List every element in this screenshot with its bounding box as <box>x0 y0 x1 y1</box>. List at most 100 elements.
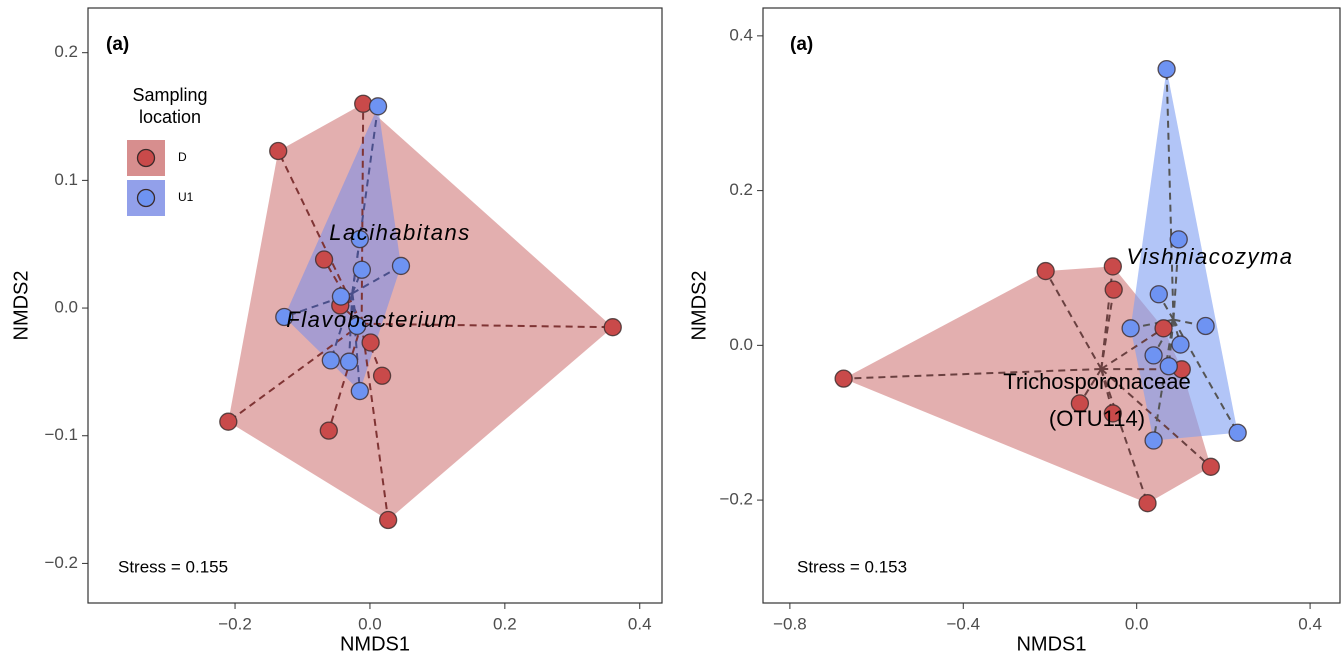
point <box>1144 346 1163 365</box>
point <box>269 141 288 161</box>
point <box>352 260 371 279</box>
y-axis-title: NMDS2 <box>10 270 32 340</box>
point <box>1121 319 1140 338</box>
y-tick-label: 0.4 <box>729 25 753 44</box>
spider-line <box>277 150 363 325</box>
annotation: Flavobacterium <box>286 307 457 332</box>
x-tick-label: 0.4 <box>1298 614 1322 633</box>
hull <box>284 106 401 392</box>
y-tick-label: −0.2 <box>44 553 78 572</box>
point <box>1154 319 1173 338</box>
point <box>1070 394 1090 413</box>
legend-label: D <box>178 150 187 164</box>
panel-title: (a) <box>106 34 129 55</box>
point <box>361 333 380 352</box>
point <box>354 94 373 113</box>
annotation: Lacihabitans <box>329 220 471 245</box>
point <box>1228 423 1247 442</box>
point <box>1149 285 1168 304</box>
annotation: (OTU114) <box>1049 406 1145 431</box>
legend-point <box>136 148 156 168</box>
point <box>1104 280 1123 299</box>
x-tick-label: −0.2 <box>218 614 252 633</box>
legend-title: Sampling <box>132 85 207 105</box>
spider-line <box>1172 319 1182 345</box>
stress-label: Stress = 0.155 <box>118 557 228 576</box>
spider-line <box>1165 69 1175 320</box>
x-tick-label: 0.0 <box>1125 614 1149 633</box>
point <box>1138 494 1157 513</box>
point <box>1171 335 1190 354</box>
y-tick-label: 0.2 <box>729 180 753 199</box>
stress-label: Stress = 0.153 <box>797 557 907 576</box>
y-tick-label: 0.0 <box>729 335 753 354</box>
legend-point <box>136 188 156 208</box>
annotation: Trichosporonaceae <box>1003 369 1191 394</box>
point <box>391 256 411 276</box>
point <box>219 412 238 431</box>
point <box>321 351 340 370</box>
point <box>379 510 398 530</box>
point <box>350 381 369 401</box>
spider-line <box>1100 327 1165 370</box>
panel-border <box>87 7 663 604</box>
point <box>275 307 294 327</box>
point <box>1169 230 1188 249</box>
y-tick-label: 0.2 <box>54 42 78 61</box>
spider-line <box>1152 319 1175 441</box>
spider-line <box>843 368 1102 380</box>
spider-line <box>351 269 363 294</box>
point <box>1103 404 1122 423</box>
point <box>603 318 622 337</box>
x-tick-label: 0.2 <box>493 614 517 633</box>
y-tick-label: −0.2 <box>719 490 753 509</box>
x-axis-title: NMDS1 <box>1016 633 1086 655</box>
spider-line <box>1044 270 1103 370</box>
annotation: Vishniacozyma <box>1126 244 1293 269</box>
spider-line <box>227 322 363 423</box>
spider-line <box>1079 368 1103 404</box>
hull <box>228 103 613 521</box>
spider-line <box>351 265 402 295</box>
point <box>1196 316 1215 336</box>
x-tick-label: −0.4 <box>946 614 980 633</box>
y-tick-label: −0.1 <box>44 425 78 444</box>
spider-line <box>1100 368 1212 468</box>
point <box>368 97 388 116</box>
spider-line <box>360 103 365 324</box>
point <box>1036 261 1055 281</box>
x-tick-label: −0.8 <box>773 614 807 633</box>
point <box>331 287 351 306</box>
x-tick-label: 0.4 <box>628 614 652 633</box>
x-tick-label: 0.0 <box>358 614 382 633</box>
y-axis-title: NMDS2 <box>688 270 710 340</box>
panel-title: (a) <box>790 34 813 55</box>
point <box>314 250 334 269</box>
point <box>319 421 338 440</box>
spider-line <box>360 323 390 521</box>
spider-line <box>1172 239 1180 320</box>
spider-line <box>361 322 613 329</box>
point <box>350 229 369 249</box>
y-tick-label: 0.0 <box>54 298 78 317</box>
point <box>1159 357 1178 376</box>
hull <box>843 266 1211 504</box>
spider-line <box>351 293 361 392</box>
x-axis-title: NMDS1 <box>340 633 410 655</box>
point <box>1144 431 1163 450</box>
spider-line <box>351 106 380 294</box>
point <box>1103 257 1122 276</box>
y-tick-label: 0.1 <box>54 170 78 189</box>
legend-label: U1 <box>178 190 194 204</box>
panel-border <box>762 7 1341 604</box>
point <box>339 352 359 371</box>
point <box>1157 59 1176 79</box>
spider-line <box>1172 319 1239 434</box>
spider-line <box>1100 289 1115 370</box>
point <box>834 369 853 388</box>
point <box>372 366 392 385</box>
legend-title: location <box>139 107 201 127</box>
point <box>1201 457 1220 476</box>
point <box>347 316 367 336</box>
